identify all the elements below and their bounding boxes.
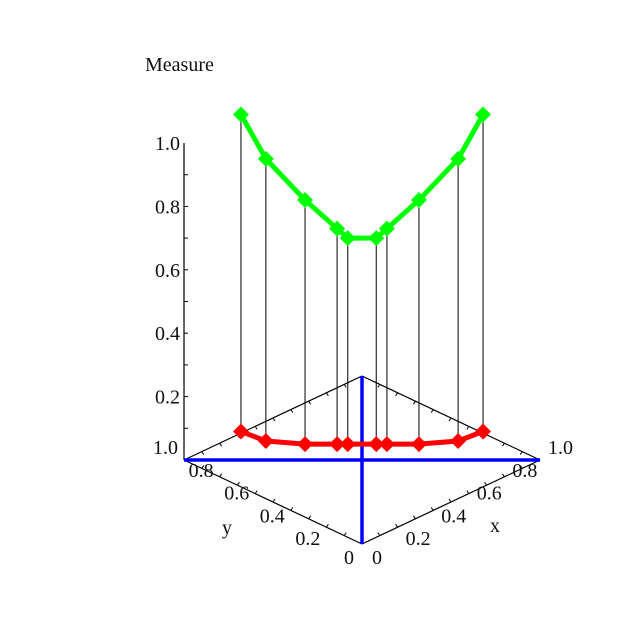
data-point xyxy=(378,220,395,237)
y-tick xyxy=(290,507,294,511)
y-tick xyxy=(325,523,329,528)
data-point xyxy=(339,230,356,247)
x-tick-label: 0.8 xyxy=(512,460,537,482)
data-point xyxy=(450,432,467,449)
data-point xyxy=(410,192,427,209)
series-line xyxy=(240,429,484,447)
axes: 0 0.2 0.4 0.6 0.8 1.0 0 0.2 0.4 0.6 0.8 1.0 0.2 0.4 0.… xyxy=(153,133,573,569)
x-tick-label: 0.6 xyxy=(477,483,502,505)
chart-title: Measure xyxy=(145,54,214,76)
z-tick-label: 0.6 xyxy=(155,260,180,282)
floor-tick xyxy=(377,384,381,388)
floor-tick xyxy=(325,392,329,397)
y-tick-label: 0.8 xyxy=(189,460,214,482)
data-point xyxy=(368,436,385,453)
y-tick xyxy=(201,465,205,469)
data-point xyxy=(368,230,385,247)
data-point xyxy=(378,436,395,453)
floor-tick xyxy=(201,451,205,455)
data-point xyxy=(297,192,314,209)
data-point xyxy=(475,423,492,440)
x-tick-label: 0.2 xyxy=(406,528,431,550)
floor-tick xyxy=(272,417,276,422)
x-tick xyxy=(395,523,399,528)
x-tick-label: 0 xyxy=(372,547,382,569)
z-tick-label: 1.0 xyxy=(155,133,180,155)
x-tick xyxy=(466,490,470,494)
y-tick-label: 1.0 xyxy=(153,437,178,459)
x-tick xyxy=(448,498,452,503)
data-point xyxy=(410,436,427,453)
x-tick xyxy=(501,473,505,478)
data-point xyxy=(339,436,356,453)
data-point xyxy=(257,150,274,167)
floor-tick xyxy=(466,426,470,430)
floor-tick xyxy=(430,409,434,413)
y-axis-label: y xyxy=(222,517,232,539)
series-line xyxy=(238,113,486,241)
x-tick xyxy=(412,515,416,520)
y-tick-label: 0 xyxy=(344,547,354,569)
data-point xyxy=(232,423,249,440)
floor-tick xyxy=(501,442,505,447)
x-tick xyxy=(430,507,434,511)
x-axis-label: x xyxy=(490,515,500,537)
floor-tick xyxy=(519,451,523,455)
y-tick xyxy=(254,490,258,494)
floor-tick xyxy=(395,392,399,397)
marks xyxy=(184,106,540,544)
x-tick-label: 0.4 xyxy=(441,505,466,527)
floor-tick xyxy=(254,426,258,430)
floor-tick xyxy=(448,417,452,422)
x-tick-label: 1.0 xyxy=(548,437,573,459)
floor-tick xyxy=(343,384,347,388)
data-point xyxy=(475,106,492,123)
y-tick xyxy=(343,532,347,536)
data-point xyxy=(450,150,467,167)
y-tick xyxy=(308,515,312,520)
floor-tick xyxy=(308,400,312,405)
z-tick-label: 0.2 xyxy=(155,387,180,409)
y-tick xyxy=(236,481,240,486)
floor-tick xyxy=(290,409,294,413)
z-tick-label: 0.4 xyxy=(155,323,180,345)
x-tick xyxy=(377,532,381,536)
y-tick-label: 0.4 xyxy=(260,505,285,527)
y-tick xyxy=(272,498,276,503)
y-tick xyxy=(219,473,223,478)
data-point xyxy=(257,432,274,449)
data-point xyxy=(329,436,346,453)
z-tick-label: 0.8 xyxy=(155,196,180,218)
y-tick-label: 0.6 xyxy=(224,483,249,505)
data-point xyxy=(329,220,346,237)
y-tick-label: 0.2 xyxy=(295,528,320,550)
floor-tick xyxy=(412,400,416,405)
floor-tick xyxy=(219,442,223,447)
data-point xyxy=(232,106,249,123)
data-point xyxy=(297,436,314,453)
x-tick xyxy=(519,465,523,469)
x-tick xyxy=(484,481,488,486)
